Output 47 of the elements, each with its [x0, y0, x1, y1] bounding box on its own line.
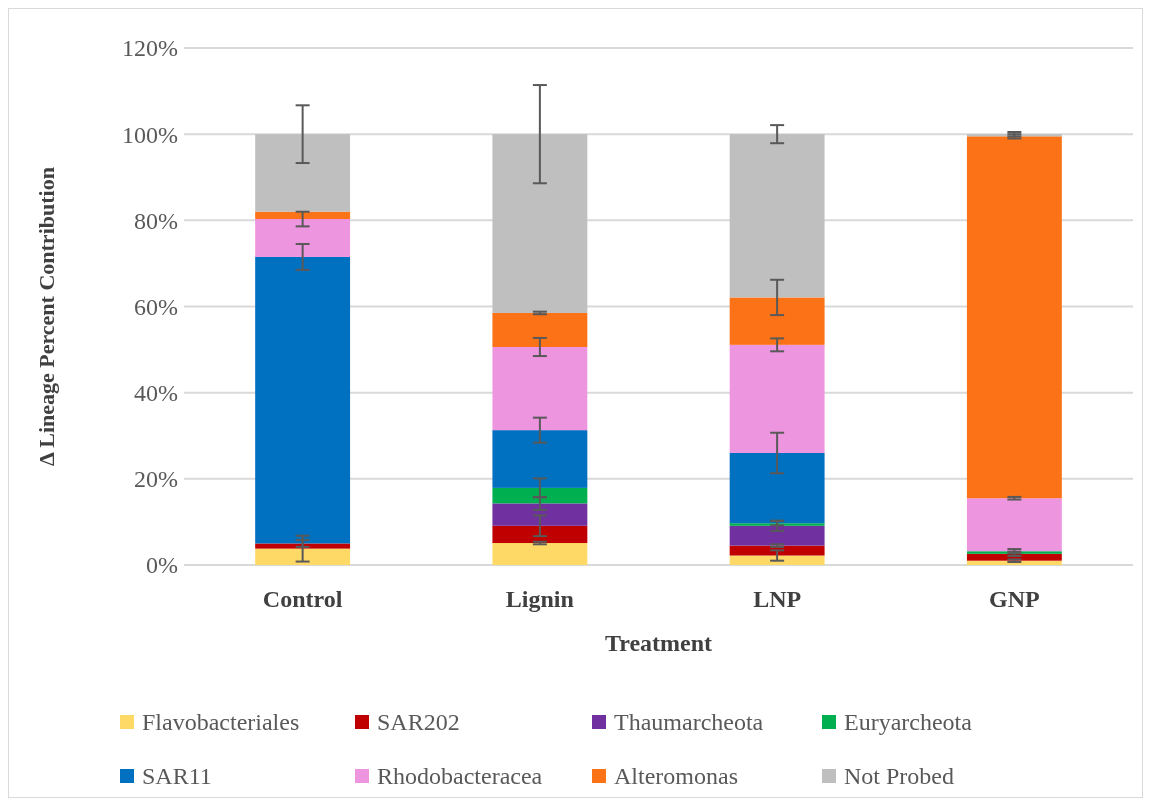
- bar: [966, 553, 1062, 561]
- bar: [492, 347, 588, 431]
- bar: [729, 297, 825, 345]
- y-tick-label: 40%: [134, 380, 178, 407]
- x-tick-label: GNP: [989, 586, 1040, 612]
- bar: [492, 134, 588, 313]
- bar: [255, 548, 351, 565]
- bar: [492, 543, 588, 565]
- y-tick-label: 120%: [122, 35, 178, 62]
- legend-label: Thaumarcheota: [614, 709, 764, 736]
- bar: [729, 525, 825, 546]
- y-tick-label: 60%: [134, 293, 178, 320]
- x-tick-label: Lignin: [505, 586, 574, 612]
- bar: [492, 487, 588, 504]
- bar: [255, 134, 351, 212]
- bar: [729, 134, 825, 298]
- y-tick-label: 20%: [134, 466, 178, 493]
- legend-label: SAR202: [377, 709, 460, 736]
- legend-label: Flavobacteriales: [142, 709, 300, 736]
- bar: [729, 555, 825, 565]
- bar: [966, 560, 1062, 565]
- x-axis-title: Treatment: [604, 630, 713, 656]
- y-tick-label: 80%: [134, 207, 178, 234]
- bar: [492, 312, 588, 347]
- x-tick-label: Control: [262, 586, 343, 612]
- legend-label: Alteromonas: [614, 763, 738, 790]
- bar: [492, 525, 588, 544]
- bar: [255, 543, 351, 549]
- x-tick-label: LNP: [753, 586, 802, 612]
- y-tick-label: 100%: [122, 121, 178, 148]
- legend-label: Rhodobacteracea: [377, 763, 543, 790]
- y-tick-label: 0%: [146, 552, 178, 579]
- bar: [492, 503, 588, 526]
- bar: [255, 256, 351, 544]
- legend-label: Not Probed: [844, 763, 954, 790]
- bar: [966, 498, 1062, 552]
- bar: [729, 545, 825, 556]
- bar: [729, 452, 825, 524]
- bar: [729, 523, 825, 526]
- legend-label: SAR11: [142, 763, 212, 790]
- bar: [966, 136, 1062, 499]
- bar: [492, 430, 588, 488]
- legend-label: Euryarcheota: [844, 709, 973, 736]
- bar: [255, 211, 351, 220]
- bar: [729, 344, 825, 453]
- bar: [255, 219, 351, 257]
- y-axis-title: Δ Lineage Percent Contribution: [34, 167, 59, 466]
